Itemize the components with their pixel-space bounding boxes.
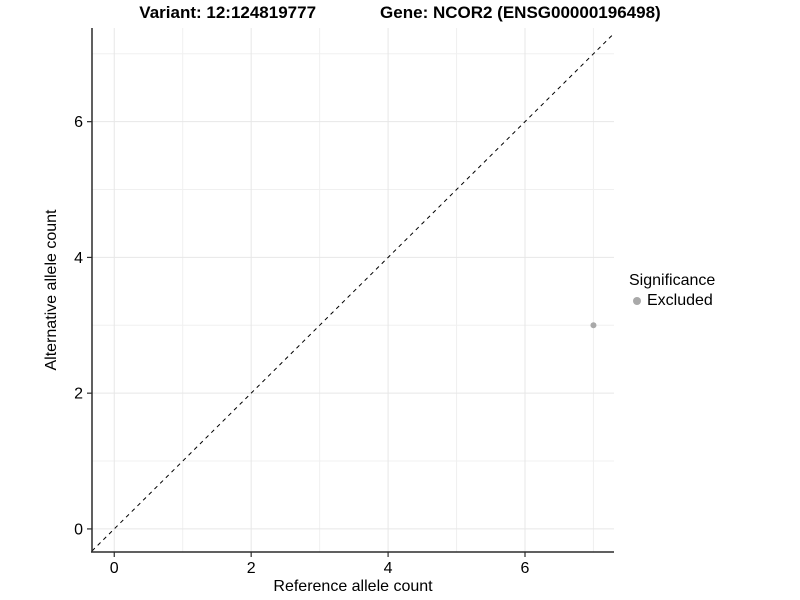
legend-title: Significance [629, 272, 716, 289]
x-tick-label: 4 [384, 560, 393, 577]
data-point [590, 322, 597, 329]
plot-title-variant: Variant: 12:124819777 [139, 3, 317, 22]
y-tick-label: 0 [74, 521, 83, 538]
x-tick-label: 6 [521, 560, 530, 577]
plot-title-gene: Gene: NCOR2 (ENSG00000196498) [380, 3, 661, 22]
legend-entry-label: Excluded [647, 292, 713, 309]
plot-title-row: Variant: 12:124819777 Gene: NCOR2 (ENSG0… [0, 3, 800, 23]
x-tick-label: 0 [110, 560, 119, 577]
y-tick-label: 4 [74, 250, 83, 267]
legend-entry-excluded: Excluded [629, 292, 715, 310]
legend-point-icon [633, 297, 641, 305]
y-axis-title: Alternative allele count [43, 209, 60, 371]
x-axis-title: Reference allele count [273, 578, 433, 595]
x-tick-label: 2 [247, 560, 256, 577]
y-tick-label: 2 [74, 386, 83, 403]
y-tick-label: 6 [74, 114, 83, 131]
legend: Significance Excluded [629, 272, 715, 310]
identity-diagonal-line [91, 33, 615, 552]
